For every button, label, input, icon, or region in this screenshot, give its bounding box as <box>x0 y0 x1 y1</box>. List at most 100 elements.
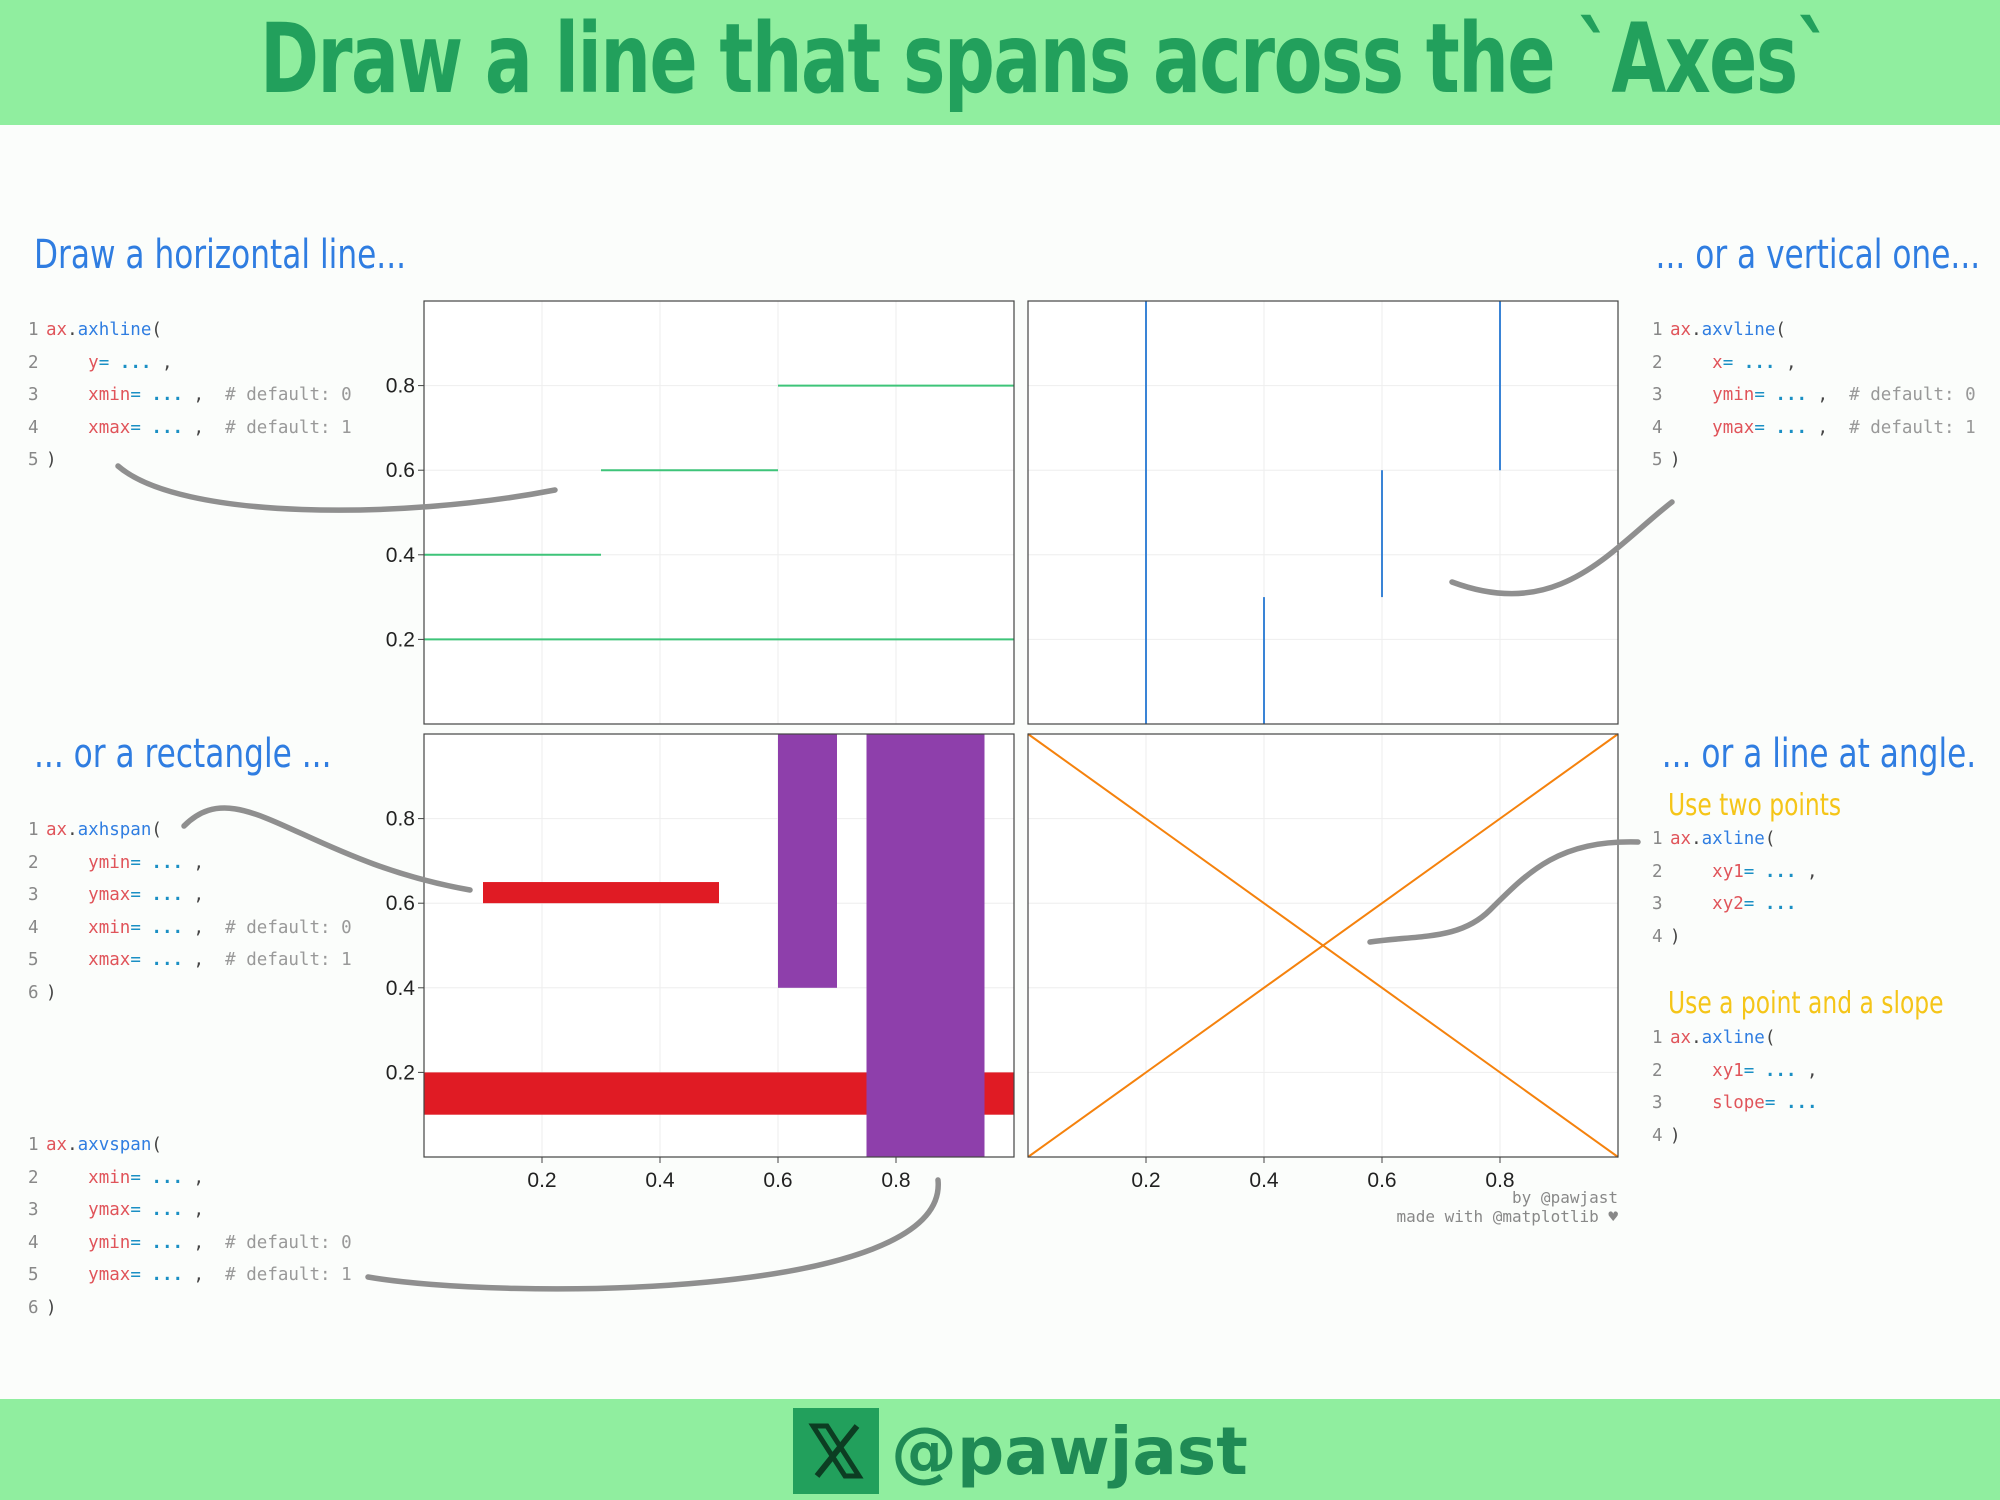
axes-frame <box>423 733 1015 1158</box>
y-tick-label: 0.6 <box>386 892 415 915</box>
section-vertical-label: ... or a vertical one... <box>1655 232 1980 278</box>
code-token: , <box>1796 1060 1818 1081</box>
line-number: 1 <box>28 820 39 840</box>
code-token: , <box>1796 861 1818 882</box>
code-token: ... <box>151 1265 184 1286</box>
code-token: , <box>1807 417 1850 438</box>
plot-area <box>1028 301 1618 724</box>
line-number: 1 <box>1652 320 1663 340</box>
x-logo-icon <box>793 1408 879 1494</box>
code-token: , <box>183 385 226 406</box>
code-token: xmax <box>88 950 131 971</box>
span-chart: 0.2 0.4 0.6 0.8 0.2 0.4 0.6 0.8 <box>386 733 1015 1192</box>
code-token: ( <box>1775 320 1786 340</box>
axes-frame <box>1027 300 1619 725</box>
line-number: 2 <box>1652 352 1663 373</box>
code-token: , <box>183 1265 226 1286</box>
code-line: 3 xmin= ... , # default: 0 <box>28 379 352 412</box>
code-token: xy1 <box>1712 861 1744 882</box>
line-number: 1 <box>1652 1028 1663 1048</box>
code-token: = <box>1754 385 1765 406</box>
code-token: = <box>130 950 141 971</box>
x-tick-label: 0.8 <box>881 1169 910 1192</box>
line-number: 2 <box>1652 861 1663 882</box>
code-axvline: 1 ax.axvline(2 x= ... ,3 ymin= ... , # de… <box>1652 314 1976 477</box>
code-token: # default: 1 <box>1849 417 1976 438</box>
code-token: ax <box>1670 320 1692 340</box>
code-token: = <box>130 852 141 873</box>
code-token: ... <box>1743 352 1776 373</box>
code-token: . <box>67 320 78 340</box>
line-number: 4 <box>28 1232 39 1253</box>
code-token: , <box>183 852 205 873</box>
y-tick-label: 0.8 <box>386 375 415 398</box>
handle-text: @pawjast <box>891 1412 1248 1490</box>
code-token: ax <box>1670 829 1692 849</box>
code-line: 2 ymin= ... , <box>28 847 352 880</box>
code-token: xmin <box>88 917 131 938</box>
code-token: = <box>130 1167 141 1188</box>
code-token: ( <box>151 320 162 340</box>
code-line: 4 ymin= ... , # default: 0 <box>28 1227 352 1260</box>
code-token: . <box>1691 1028 1702 1048</box>
code-token: = <box>130 1200 141 1221</box>
line-number: 6 <box>28 1297 39 1318</box>
code-line: 4 xmax= ... , # default: 1 <box>28 412 352 445</box>
code-token: ax <box>1670 1028 1692 1048</box>
code-token: = <box>98 352 110 373</box>
y-tick-label: 0.4 <box>386 977 416 1000</box>
line-number: 5 <box>28 1265 39 1286</box>
code-token: slope <box>1712 1093 1765 1114</box>
code-token: axvline <box>1701 320 1776 340</box>
connector-arrow <box>1449 499 1675 597</box>
code-token: ... <box>1775 417 1808 438</box>
code-token: , <box>183 1167 205 1188</box>
code-axhline: 1 ax.axhline(2 y= ... ,3 xmin= ... , # de… <box>28 314 352 477</box>
code-token: ( <box>1764 1028 1776 1048</box>
y-tick-label: 0.2 <box>386 1061 415 1084</box>
code-line: 2 xy1= ... , <box>1652 1055 1818 1088</box>
vspan-mark <box>866 734 985 1157</box>
code-token: ymin <box>88 1232 131 1253</box>
code-token: = <box>130 885 141 906</box>
plot-area <box>424 301 1014 724</box>
hspan-mark <box>483 882 719 904</box>
x-tick-label: 0.6 <box>1367 1169 1396 1192</box>
code-token: = <box>1764 1093 1776 1114</box>
credit-author: by @pawjast <box>1512 1188 1618 1207</box>
code-line: 2 xy1= ... , <box>1652 856 1818 889</box>
x-tick-label: 0.4 <box>645 1169 675 1192</box>
line-number: 1 <box>28 320 39 340</box>
code-line: 1 ax.axhline( <box>28 314 352 347</box>
code-axhspan: 1 ax.axhspan(2 ymin= ... ,3 ymax= ... ,4 … <box>28 814 352 1010</box>
code-line: 1 ax.axhspan( <box>28 814 352 847</box>
line-number: 4 <box>28 917 39 938</box>
code-token: x <box>1712 352 1723 373</box>
code-line: 3 ymax= ... , <box>28 1194 352 1227</box>
code-token: ( <box>151 820 162 840</box>
vline-chart <box>1027 300 1619 725</box>
code-line: 1 ax.axvline( <box>1652 314 1976 347</box>
line-number: 6 <box>28 982 39 1003</box>
code-token: # default: 0 <box>225 385 352 406</box>
code-token: xmax <box>88 417 131 438</box>
code-token: xmin <box>88 385 131 406</box>
line-number: 2 <box>28 852 39 873</box>
code-token: ymin <box>1712 385 1755 406</box>
x-tick-label: 0.4 <box>1249 1169 1279 1192</box>
code-token: = <box>130 1265 141 1286</box>
line-number: 4 <box>1652 1125 1663 1146</box>
code-line: 5 ymax= ... , # default: 1 <box>28 1259 352 1292</box>
code-line: 3 slope= ... <box>1652 1087 1818 1120</box>
code-token: ymin <box>88 852 131 873</box>
code-token: = <box>1754 417 1765 438</box>
code-token: ax <box>46 320 68 340</box>
connector-arrow <box>365 1177 941 1292</box>
code-token: , <box>183 885 205 906</box>
code-token: ... <box>119 352 152 373</box>
code-token: ) <box>1670 926 1681 947</box>
code-token: . <box>67 820 78 840</box>
code-axline-two-points: 1 ax.axline(2 xy1= ... ,3 xy2= ... 4) <box>1652 823 1818 953</box>
line-number: 3 <box>28 385 39 406</box>
